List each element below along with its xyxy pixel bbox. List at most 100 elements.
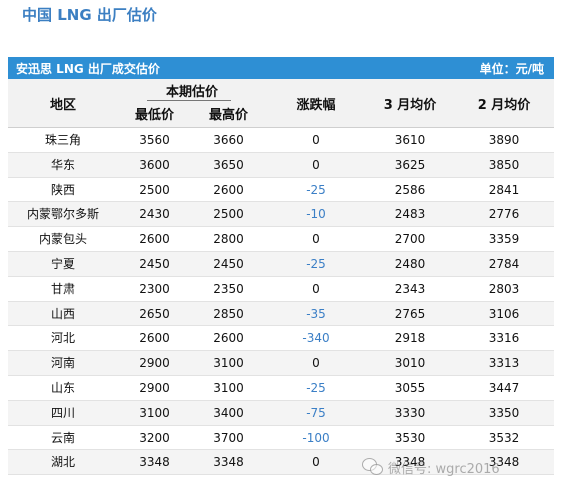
cell-region: 珠三角 [44, 133, 81, 147]
cell-region: 河南 [50, 356, 75, 371]
header-feb-avg: 2 月均价 [477, 98, 531, 113]
table-row: 内蒙鄂尔多斯 2430 2500 -10 2483 2776 [8, 202, 554, 228]
cell-region: 内蒙鄂尔多斯 [26, 207, 99, 222]
table-row: 华东 3600 3650 0 3625 3850 [8, 152, 554, 178]
cell-change: -100 [302, 430, 330, 445]
cell-region: 宁夏 [50, 256, 75, 271]
cell-change: -10 [306, 207, 326, 222]
cell-high: 2600 [213, 331, 244, 346]
cell-mar: 2586 [394, 182, 426, 197]
header-current-group: 本期估价 [165, 85, 218, 100]
cell-mar: 2483 [394, 207, 426, 222]
cell-high: 2500 [213, 207, 244, 222]
cell-low: 2430 [139, 207, 170, 222]
cell-change: -35 [306, 306, 326, 321]
table-row: 陕西 2500 2600 -25 2586 2841 [8, 178, 554, 203]
cell-region: 云南 [50, 430, 75, 445]
cell-mar: 3625 [394, 157, 426, 172]
cell-feb: 3890 [488, 133, 520, 147]
cell-mar: 2343 [394, 281, 426, 296]
cell-mar: 3055 [394, 380, 426, 395]
cell-feb: 2803 [488, 281, 520, 296]
header-change: 涨跌幅 [296, 98, 336, 113]
cell-high: 3400 [213, 405, 244, 420]
cell-change: 0 [312, 133, 320, 147]
cell-high: 2600 [213, 182, 244, 197]
cell-feb: 3359 [488, 232, 520, 247]
cell-change: -340 [302, 331, 330, 346]
cell-mar: 2480 [394, 256, 426, 271]
header-group-underline [147, 100, 231, 101]
table-row: 山西 2650 2850 -35 2765 3106 [8, 301, 554, 327]
cell-high: 3650 [213, 157, 244, 172]
header-region: 地区 [49, 98, 76, 113]
cell-high: 2350 [213, 281, 244, 296]
cell-low: 2600 [139, 331, 170, 346]
cell-feb: 3313 [488, 356, 520, 371]
cell-change: -25 [306, 182, 326, 197]
cell-region: 河北 [50, 331, 75, 346]
cell-mar: 3348 [394, 455, 426, 470]
cell-high: 2850 [213, 306, 244, 321]
cell-feb: 3106 [488, 306, 520, 321]
cell-low: 2300 [139, 281, 170, 296]
cell-high: 3100 [213, 356, 244, 371]
header-high: 最高价 [208, 108, 248, 123]
cell-low: 2900 [139, 380, 170, 395]
cell-change: -75 [306, 405, 326, 420]
table-header: 地区 本期估价 最低价 最高价 涨跌幅 3 月均价 2 月均价 [8, 79, 554, 128]
cell-change: 0 [312, 157, 320, 172]
cell-region: 四川 [50, 405, 75, 420]
cell-feb: 3850 [488, 157, 520, 172]
cell-feb: 2841 [488, 182, 520, 197]
cell-low: 2500 [139, 182, 170, 197]
cell-mar: 3610 [394, 133, 426, 147]
cell-change: 0 [312, 455, 320, 470]
cell-region: 内蒙包头 [38, 232, 87, 247]
page-title: 中国 LNG 出厂估价 [22, 6, 157, 24]
cell-mar: 3530 [394, 430, 426, 445]
cell-low: 2450 [139, 256, 170, 271]
cell-feb: 3348 [488, 455, 520, 470]
cell-feb: 2784 [488, 256, 520, 271]
cell-change: 0 [312, 232, 320, 247]
cell-region: 湖北 [50, 455, 75, 470]
wechat-icon [362, 458, 384, 476]
cell-region: 陕西 [50, 182, 75, 197]
cell-low: 2600 [139, 232, 170, 247]
cell-change: 0 [312, 281, 320, 296]
cell-high: 3100 [213, 380, 244, 395]
price-table: 安迅思 LNG 出厂成交估价 单位：元/吨 地区 本期估价 最低价 最高价 涨跌… [8, 57, 554, 493]
cell-low: 3560 [139, 133, 170, 147]
table-body: 珠三角 3560 3660 0 3610 3890 华东 3600 3650 0 3625 3850 陕… [8, 128, 554, 476]
cell-feb: 3447 [488, 380, 520, 395]
cell-low: 2650 [139, 306, 170, 321]
table-row: 河南 2900 3100 0 3010 3313 [8, 351, 554, 376]
cell-high: 3348 [213, 455, 244, 470]
cell-region: 山西 [50, 306, 75, 321]
cell-low: 3348 [139, 455, 170, 470]
cell-change: -25 [306, 380, 326, 395]
cell-region: 山东 [50, 380, 75, 395]
cell-mar: 3330 [394, 405, 426, 420]
cell-low: 3600 [139, 157, 170, 172]
table-row: 山东 2900 3100 -25 3055 3447 [8, 376, 554, 401]
table-row: 云南 3200 3700 -100 3530 3532 [8, 426, 554, 451]
table-row: 珠三角 3560 3660 0 3610 3890 [8, 128, 554, 153]
table-row: 湖北 3348 3348 0 3348 3348 [8, 450, 554, 476]
table-row: 河北 2600 2600 -340 2918 3316 [8, 326, 554, 352]
cell-low: 2900 [139, 356, 170, 371]
cell-change: 0 [312, 356, 320, 371]
cell-region: 甘肃 [50, 281, 75, 296]
table-row: 甘肃 2300 2350 0 2343 2803 [8, 277, 554, 302]
cell-change: -25 [306, 256, 326, 271]
cell-feb: 3316 [488, 331, 520, 346]
cell-mar: 3010 [394, 356, 426, 371]
table-title-bar: 安迅思 LNG 出厂成交估价 单位：元/吨 [8, 57, 554, 79]
cell-mar: 2700 [394, 232, 426, 247]
cell-high: 3660 [213, 133, 244, 147]
cell-low: 3200 [139, 430, 170, 445]
table-row: 内蒙包头 2600 2800 0 2700 3359 [8, 227, 554, 252]
cell-region: 华东 [50, 157, 75, 172]
cell-low: 3100 [139, 405, 170, 420]
